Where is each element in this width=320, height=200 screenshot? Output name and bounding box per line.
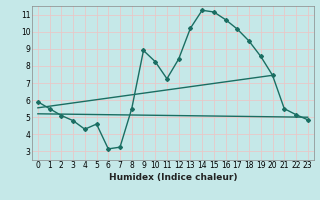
X-axis label: Humidex (Indice chaleur): Humidex (Indice chaleur) [108, 173, 237, 182]
